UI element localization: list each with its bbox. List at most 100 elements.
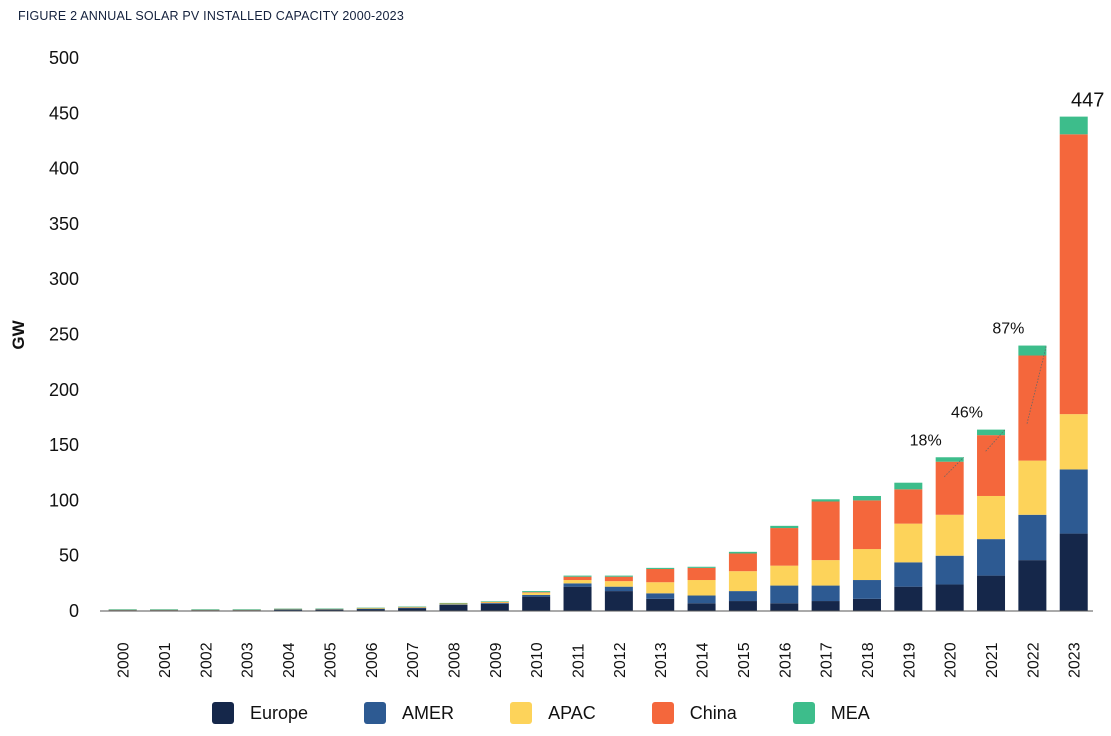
bar-segment-apac-2013 [646, 582, 675, 594]
legend-label: MEA [830, 702, 870, 723]
y-tick-label: 150 [49, 435, 79, 455]
x-tick-label: 2011 [571, 643, 588, 678]
bar-segment-mea-2003 [232, 609, 261, 610]
bar-segment-china-2018 [852, 500, 881, 550]
legend-item-apac: APAC [510, 702, 596, 724]
x-tick-label: 2017 [819, 642, 836, 678]
x-tick-label: 2007 [405, 642, 422, 678]
bar-segment-amer-2011 [563, 583, 592, 587]
x-tick-label: 2010 [529, 642, 546, 678]
y-axis-ticks: 0 50 100 150 200 250 300 350 400 450 500 [49, 48, 79, 621]
x-tick-label: 2016 [777, 642, 794, 678]
bar-segment-mea-2019 [894, 482, 923, 490]
bar-segment-china-2019 [894, 489, 923, 524]
y-axis-label: GW [9, 319, 28, 349]
x-tick-label: 2005 [322, 642, 339, 678]
bar-segment-china-2009 [480, 601, 509, 603]
growth-label: 87% [992, 321, 1024, 338]
bar-segment-mea-2010 [522, 591, 551, 593]
bar-segment-mea-2018 [852, 495, 881, 501]
y-tick-label: 0 [69, 601, 79, 621]
bar-segment-europe-2018 [852, 598, 881, 611]
bar-segment-mea-2013 [646, 567, 675, 569]
bar-segment-china-2016 [770, 528, 799, 566]
x-tick-label: 2004 [281, 642, 298, 678]
bar-segment-amer-2018 [852, 580, 881, 599]
bar-segment-amer-2012 [604, 586, 633, 592]
bar-segment-europe-2013 [646, 598, 675, 611]
bar-segment-amer-2016 [770, 585, 799, 604]
x-tick-label: 2003 [240, 642, 257, 678]
bar-segment-apac-2017 [811, 560, 840, 586]
legend-swatch [792, 702, 815, 724]
bar-segment-europe-2008 [439, 604, 468, 611]
bar-segment-europe-2004 [274, 609, 303, 611]
bar-segment-amer-2020 [935, 555, 964, 585]
bar-segment-amer-2019 [894, 562, 923, 587]
bar-segment-europe-2012 [604, 591, 633, 611]
bar-segment-europe-2020 [935, 584, 964, 611]
bar-segment-amer-2002 [191, 610, 220, 611]
y-tick-label: 200 [49, 380, 79, 400]
bar-segment-mea-2020 [935, 457, 964, 462]
annotations: 447 18% 46% 87% [910, 90, 1104, 477]
x-tick-label: 2021 [984, 642, 1001, 678]
legend-swatch [212, 702, 234, 724]
legend-swatch [651, 702, 674, 724]
bar-segment-europe-2015 [728, 601, 757, 611]
bar-segment-amer-2009 [480, 603, 509, 604]
bar-segment-amer-2000 [108, 610, 137, 611]
legend-item-mea: MEA [792, 702, 870, 724]
total-label: 447 [1071, 90, 1104, 112]
bar-segment-mea-2016 [770, 525, 799, 529]
bar-segment-apac-2015 [728, 571, 757, 592]
legend-swatch [364, 702, 387, 724]
bar-segment-apac-2018 [852, 549, 881, 581]
x-tick-label: 2002 [198, 642, 215, 678]
y-tick-label: 250 [49, 325, 79, 345]
figure-title: FIGURE 2 ANNUAL SOLAR PV INSTALLED CAPAC… [18, 9, 404, 23]
legend-item-china: China [651, 702, 737, 724]
bar-segment-china-2015 [728, 553, 757, 572]
bar-segment-china-2021 [977, 435, 1006, 496]
bar-segment-mea-2002 [191, 609, 220, 610]
bar-segment-amer-2003 [232, 610, 261, 611]
bar-segment-apac-2023 [1059, 414, 1088, 470]
growth-connector [985, 429, 1006, 452]
bar-segment-europe-2023 [1059, 533, 1088, 611]
bars [108, 116, 1088, 612]
bar-segment-europe-2017 [811, 601, 840, 611]
y-tick-label: 300 [49, 269, 79, 289]
bar-segment-mea-2014 [687, 566, 716, 568]
y-tick-label: 50 [59, 546, 79, 566]
bar-segment-mea-2021 [977, 429, 1006, 436]
bar-segment-europe-2005 [315, 609, 344, 611]
x-tick-label: 2019 [901, 642, 918, 678]
legend-swatch [510, 702, 533, 724]
bar-segment-europe-2014 [687, 603, 716, 611]
bar-segment-europe-2021 [977, 575, 1006, 611]
bar-segment-amer-2021 [977, 539, 1006, 576]
y-tick-label: 450 [49, 103, 79, 123]
bar-segment-mea-2005 [315, 608, 344, 610]
x-tick-label: 2008 [446, 642, 463, 678]
bar-segment-amer-2005 [315, 609, 344, 611]
x-tick-label: 2023 [1067, 642, 1084, 678]
bar-segment-mea-2022 [1018, 345, 1047, 356]
legend-item-europe: Europe [212, 702, 308, 724]
bar-segment-amer-2010 [522, 594, 551, 597]
x-tick-label: 2018 [860, 642, 877, 678]
legend-item-amer: AMER [364, 702, 454, 724]
bar-segment-mea-2012 [604, 575, 633, 577]
bar-segment-europe-2011 [563, 586, 592, 611]
bar-segment-apac-2012 [604, 581, 633, 587]
bar-segment-amer-2015 [728, 591, 757, 602]
legend-label: China [689, 702, 737, 723]
bar-segment-europe-2022 [1018, 560, 1047, 611]
bar-segment-china-2012 [604, 576, 633, 582]
bar-segment-amer-2014 [687, 595, 716, 604]
x-tick-label: 2022 [1025, 642, 1042, 678]
bar-segment-china-2020 [935, 461, 964, 515]
legend-label: APAC [548, 702, 596, 723]
